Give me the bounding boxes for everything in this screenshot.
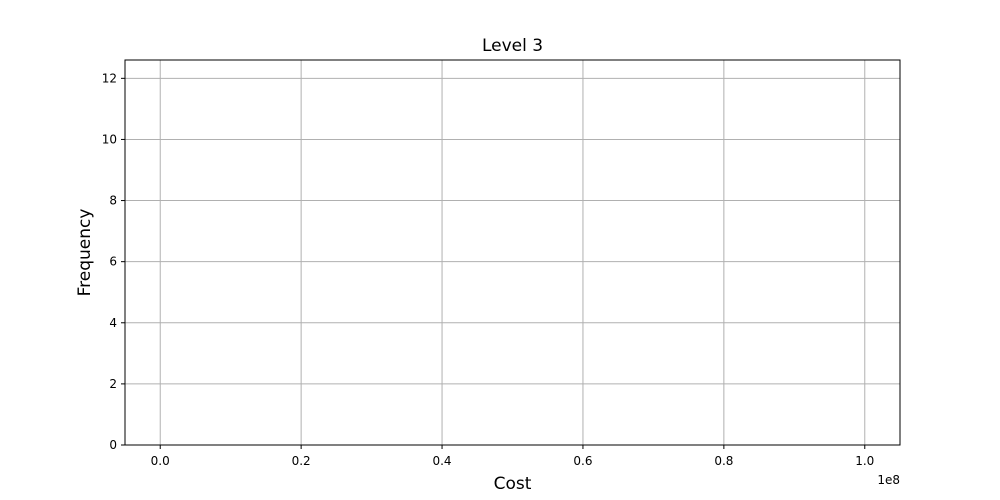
y-tick-label: 2: [109, 377, 117, 391]
plot-area-frame: [125, 60, 900, 445]
x-tick-label: 0.6: [573, 454, 592, 468]
grid-lines: [125, 60, 900, 445]
x-axis-offset-label: 1e8: [877, 473, 900, 487]
y-tick-label: 4: [109, 316, 117, 330]
y-tick-label: 10: [102, 132, 117, 146]
x-axis-ticks: 0.0 0.2 0.4 0.6 0.8 1.0: [151, 445, 875, 468]
x-axis-label: Cost: [494, 474, 532, 494]
y-tick-label: 8: [109, 194, 117, 208]
x-tick-label: 1.0: [855, 454, 874, 468]
y-axis-ticks: 0 2 4 6 8 10 12: [102, 71, 125, 452]
x-tick-label: 0.8: [714, 454, 733, 468]
y-tick-label: 0: [109, 438, 117, 452]
x-tick-label: 0.4: [432, 454, 451, 468]
x-tick-label: 0.2: [292, 454, 311, 468]
x-tick-label: 0.0: [151, 454, 170, 468]
y-axis-label: Frequency: [75, 209, 95, 297]
y-tick-label: 6: [109, 255, 117, 269]
y-tick-label: 12: [102, 71, 117, 85]
chart-title: Level 3: [482, 36, 543, 56]
